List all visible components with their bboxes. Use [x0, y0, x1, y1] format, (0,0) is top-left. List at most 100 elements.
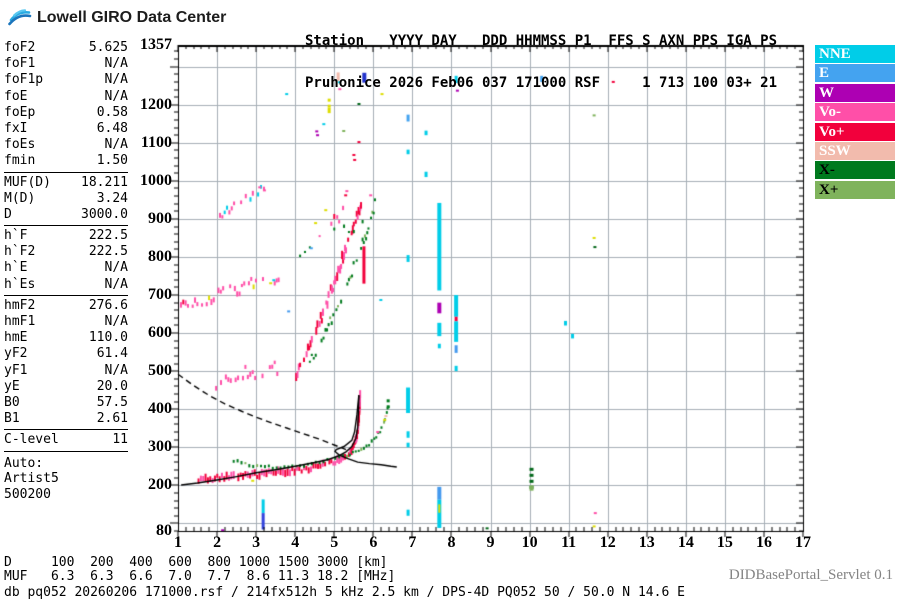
param-row: h`E N/A — [4, 260, 128, 276]
param-row: h`Es N/A — [4, 277, 128, 293]
param-value: 276.6 — [88, 297, 128, 313]
x-tick-label: 15 — [716, 534, 733, 551]
param-row: B0 57.5 — [4, 395, 128, 411]
y-tick-label: 700 — [148, 286, 172, 304]
legend-item-nne: NNE — [815, 45, 895, 63]
param-label: yE — [4, 378, 20, 394]
x-tick-label: 11 — [561, 534, 577, 551]
autoscaling-line: Artist5 — [4, 471, 59, 487]
param-row: hmE 110.0 — [4, 330, 128, 346]
lowell-giro-logo: Lowell GIRO Data Center — [7, 4, 267, 32]
param-value: N/A — [104, 276, 128, 292]
x-tick-label: 4 — [291, 534, 300, 551]
y-tick-label: 200 — [148, 476, 172, 494]
param-label: h`F — [4, 228, 28, 244]
param-value: N/A — [104, 362, 128, 378]
y-tick-label: 80 — [156, 522, 172, 539]
echo-legend: NNE E W Vo- Vo+ SSW X- X+ — [815, 45, 895, 200]
param-value: 222.5 — [88, 228, 128, 244]
param-label: h`E — [4, 260, 28, 276]
x-tick-label: 13 — [638, 534, 655, 551]
x-tick-label: 5 — [330, 534, 339, 551]
param-row: D 3000.0 — [4, 207, 128, 223]
param-label: M(D) — [4, 190, 36, 206]
param-row: B1 2.61 — [4, 411, 128, 427]
param-row: yE 20.0 — [4, 379, 128, 395]
param-label: foEp — [4, 104, 36, 120]
x-tick-label: 7 — [408, 534, 417, 551]
param-value: N/A — [104, 137, 128, 153]
param-label: fmin — [4, 153, 36, 169]
autoscaling-line: Auto: — [4, 455, 44, 471]
station-header: Station YYYY DAY DDD HHMMSS P1 FFS S AXN… — [305, 6, 777, 118]
param-label: fxI — [4, 120, 28, 136]
y-tick-label: 400 — [148, 400, 172, 418]
param-row: MUF(D) 18.211 — [4, 175, 128, 191]
servlet-version-label: DIDBasePortal_Servlet 0.1 — [728, 567, 893, 583]
x-tick-label: 16 — [755, 534, 772, 551]
x-tick-label: 12 — [599, 534, 616, 551]
legend-item-vo: Vo- — [815, 103, 895, 122]
param-label: hmF1 — [4, 314, 36, 329]
param-label: h`Es — [4, 276, 36, 292]
y-tick-label: 600 — [148, 324, 172, 342]
parameter-panel: foF2 5.625 foF1 N/A foF1p N/A foE N/A foEp 0.58 fx… — [4, 40, 128, 502]
param-row: foE N/A — [4, 89, 128, 105]
param-value: 57.5 — [96, 394, 128, 410]
param-label: yF2 — [4, 346, 28, 362]
param-value: N/A — [104, 260, 128, 276]
param-label: C-level — [4, 432, 59, 448]
x-tick-label: 2 — [213, 534, 222, 551]
y-tick-label: 300 — [148, 438, 172, 456]
giro-wave-icon — [7, 3, 33, 33]
param-group: MUF(D) 18.211 M(D) 3.24 D 3000.0 — [4, 175, 128, 227]
x-tick-label: 6 — [369, 534, 378, 551]
param-group: h`F 222.5 h`F2 222.5 h`E N/A h`Es N/A — [4, 228, 128, 296]
y-tick-label: 1000 — [140, 171, 172, 189]
muf-row: MUF 6.3 6.3 6.6 7.0 7.7 8.6 11.3 18.2 [M… — [4, 569, 396, 584]
y-tick-label: 1200 — [140, 95, 172, 113]
param-row: hmF1 N/A — [4, 314, 128, 330]
param-row: foF1 N/A — [4, 56, 128, 72]
param-value: 20.0 — [96, 378, 128, 394]
param-value: 61.4 — [96, 346, 128, 362]
param-row: foEp 0.58 — [4, 105, 128, 121]
y-tick-label: 900 — [148, 209, 172, 227]
param-label: B1 — [4, 411, 20, 427]
param-label: hmE — [4, 330, 28, 346]
param-value: 2.61 — [96, 411, 128, 427]
x-tick-label: 1 — [174, 534, 182, 551]
param-value: 110.0 — [88, 330, 128, 346]
param-row: hmF2 276.6 — [4, 298, 128, 314]
y-tick-label: 500 — [148, 362, 172, 380]
param-value: 0.58 — [96, 104, 128, 120]
x-tick-label: 17 — [795, 534, 811, 551]
param-row: C-level 11 — [4, 432, 128, 448]
y-tick-label: 1357 — [140, 36, 172, 53]
y-tick-label: 1100 — [140, 133, 172, 151]
param-label: B0 — [4, 394, 20, 410]
param-value: 3000.0 — [81, 206, 128, 222]
param-value: N/A — [104, 314, 128, 329]
logo-title: Lowell GIRO Data Center — [37, 9, 227, 26]
param-row: fxI 6.48 — [4, 121, 128, 137]
param-value: 3.24 — [96, 190, 128, 206]
param-label: foF1p — [4, 72, 44, 88]
param-row: yF2 61.4 — [4, 346, 128, 362]
x-tick-label: 10 — [521, 534, 538, 551]
y-tick-label: 800 — [148, 247, 172, 265]
param-row: foEs N/A — [4, 137, 128, 153]
param-row: yF1 N/A — [4, 363, 128, 379]
legend-item-w: W — [815, 83, 895, 102]
x-tick-label: 9 — [486, 534, 495, 551]
param-value: 1.50 — [96, 153, 128, 169]
param-value: N/A — [104, 56, 128, 72]
param-row: foF1p N/A — [4, 72, 128, 88]
param-row: foF2 5.625 — [4, 40, 128, 56]
param-label: MUF(D) — [4, 174, 51, 190]
legend-item-ssw: SSW — [815, 141, 895, 160]
legend-item-x: X- — [815, 161, 895, 180]
param-label: foF1 — [4, 56, 36, 72]
